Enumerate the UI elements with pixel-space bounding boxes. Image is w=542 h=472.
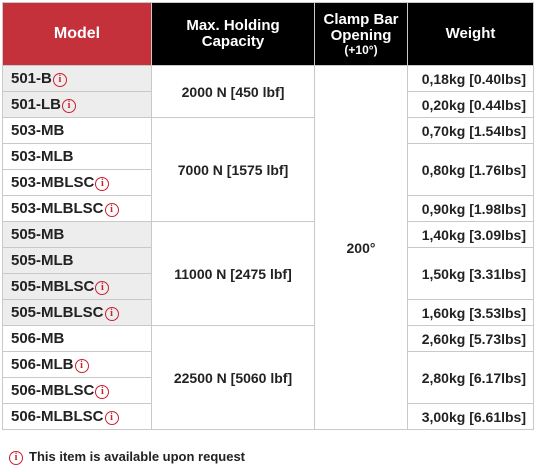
header-weight: Weight bbox=[407, 2, 534, 66]
model-cell: 506-MBLSC i bbox=[2, 377, 152, 404]
model-name: 505-MBLSC bbox=[11, 278, 95, 295]
model-name: 501-LB bbox=[11, 96, 62, 113]
table-row: 506-MB 22500 N [5060 lbf] 2,60kg [5.73lbs] bbox=[2, 325, 534, 430]
info-icon: i bbox=[104, 411, 119, 425]
model-name: 506-MB bbox=[11, 330, 65, 347]
model-cell: 506-MLBLSC i bbox=[2, 403, 152, 430]
capacity-cell: 2000 N [450 lbf] bbox=[151, 65, 315, 118]
model-cell: 505-MLB bbox=[2, 247, 152, 274]
table-row: 503-MLBLSC i 0,90kg [1.98lbs] bbox=[2, 195, 534, 222]
capacity-cell: 22500 N [5060 lbf] bbox=[151, 325, 315, 430]
table-row: 506-MLBLSC i 3,00kg [6.61lbs] bbox=[2, 403, 534, 430]
model-cell: 505-MBLSC i bbox=[2, 273, 152, 300]
info-icon: i bbox=[74, 359, 89, 373]
info-icon: i bbox=[95, 281, 110, 295]
weight-cell: 2,60kg [5.73lbs] bbox=[407, 325, 534, 352]
capacity-cell: 7000 N [1575 lbf] bbox=[151, 117, 315, 222]
model-name: 506-MLB bbox=[11, 356, 74, 373]
footnote-text: This item is available upon request bbox=[29, 449, 246, 464]
model-cell: 501-B i bbox=[2, 65, 152, 92]
model-name: 503-MBLSC bbox=[11, 174, 95, 191]
model-name: 503-MLB bbox=[11, 148, 74, 165]
model-name: 505-MLBLSC bbox=[11, 304, 104, 321]
header-capacity-line1: Max. Holding bbox=[186, 17, 280, 34]
header-opening-line3: (+10°) bbox=[344, 42, 378, 57]
model-cell: 503-MLB bbox=[2, 143, 152, 170]
table-row: 505-MLB 1,50kg [3.31lbs] bbox=[2, 247, 534, 300]
model-cell: 505-MLBLSC i bbox=[2, 299, 152, 326]
footnote: i This item is available upon request bbox=[9, 449, 245, 465]
info-icon: i bbox=[95, 177, 110, 191]
table-row: 503-MB 7000 N [1575 lbf] 0,70kg [1.54lbs] bbox=[2, 117, 534, 222]
info-icon: i bbox=[104, 307, 119, 321]
table-row: 503-MLB 0,80kg [1.76lbs] bbox=[2, 143, 534, 196]
model-name: 505-MLB bbox=[11, 252, 74, 269]
model-name: 505-MB bbox=[11, 226, 65, 243]
header-capacity: Max. Holding Capacity bbox=[151, 2, 315, 66]
weight-cell: 1,50kg [3.31lbs] bbox=[407, 247, 534, 300]
header-opening: Clamp Bar Opening (+10°) bbox=[314, 2, 408, 66]
capacity-cell: 11000 N [2475 lbf] bbox=[151, 221, 315, 326]
weight-cell: 1,60kg [3.53lbs] bbox=[407, 299, 534, 326]
model-cell: 501-LB i bbox=[2, 91, 152, 118]
header-model: Model bbox=[2, 2, 152, 66]
spec-table: Model Max. Holding Capacity Clamp Bar Op… bbox=[2, 2, 534, 430]
header-row: Model Max. Holding Capacity Clamp Bar Op… bbox=[2, 2, 534, 66]
weight-cell: 0,90kg [1.98lbs] bbox=[407, 195, 534, 222]
table-row: 501-LB i 0,20kg [0.44lbs] bbox=[2, 91, 534, 118]
table-row: 505-MLBLSC i 1,60kg [3.53lbs] bbox=[2, 299, 534, 326]
table-row: 505-MBLSC i bbox=[2, 273, 534, 300]
model-cell: 503-MBLSC i bbox=[2, 169, 152, 196]
opening-cell: 200° bbox=[314, 65, 408, 430]
table-row: 503-MBLSC i bbox=[2, 169, 534, 196]
weight-cell: 0,80kg [1.76lbs] bbox=[407, 143, 534, 196]
weight-cell: 0,20kg [0.44lbs] bbox=[407, 91, 534, 118]
weight-cell: 0,18kg [0.40lbs] bbox=[407, 65, 534, 92]
model-cell: 506-MLB i bbox=[2, 351, 152, 378]
header-capacity-line2: Capacity bbox=[201, 33, 265, 50]
info-icon: i bbox=[52, 73, 67, 87]
info-icon: i bbox=[62, 99, 77, 113]
info-icon: i bbox=[95, 385, 110, 399]
table-row: 506-MBLSC i bbox=[2, 377, 534, 404]
table-row: 501-B i 2000 N [450 lbf] 200° 0,18kg [0.40lb… bbox=[2, 65, 534, 430]
model-cell: 503-MLBLSC i bbox=[2, 195, 152, 222]
model-name: 506-MLBLSC bbox=[11, 408, 104, 425]
weight-cell: 2,80kg [6.17lbs] bbox=[407, 351, 534, 404]
weight-cell: 3,00kg [6.61lbs] bbox=[407, 403, 534, 430]
info-icon: i bbox=[104, 203, 119, 217]
header-opening-line1: Clamp Bar bbox=[323, 10, 399, 28]
model-cell: 503-MB bbox=[2, 117, 152, 144]
model-cell: 506-MB bbox=[2, 325, 152, 352]
info-icon: i bbox=[9, 451, 23, 465]
weight-cell: 1,40kg [3.09lbs] bbox=[407, 221, 534, 248]
table-row: 505-MB 11000 N [2475 lbf] 1,40kg [3.09lbs] bbox=[2, 221, 534, 326]
model-cell: 505-MB bbox=[2, 221, 152, 248]
model-name: 503-MB bbox=[11, 122, 65, 139]
header-opening-line2: Opening bbox=[330, 26, 392, 44]
model-name: 503-MLBLSC bbox=[11, 200, 104, 217]
weight-cell: 0,70kg [1.54lbs] bbox=[407, 117, 534, 144]
table-row: 506-MLB i 2,80kg [6.17lbs] bbox=[2, 351, 534, 404]
model-name: 506-MBLSC bbox=[11, 382, 95, 399]
model-name: 501-B bbox=[11, 70, 52, 87]
